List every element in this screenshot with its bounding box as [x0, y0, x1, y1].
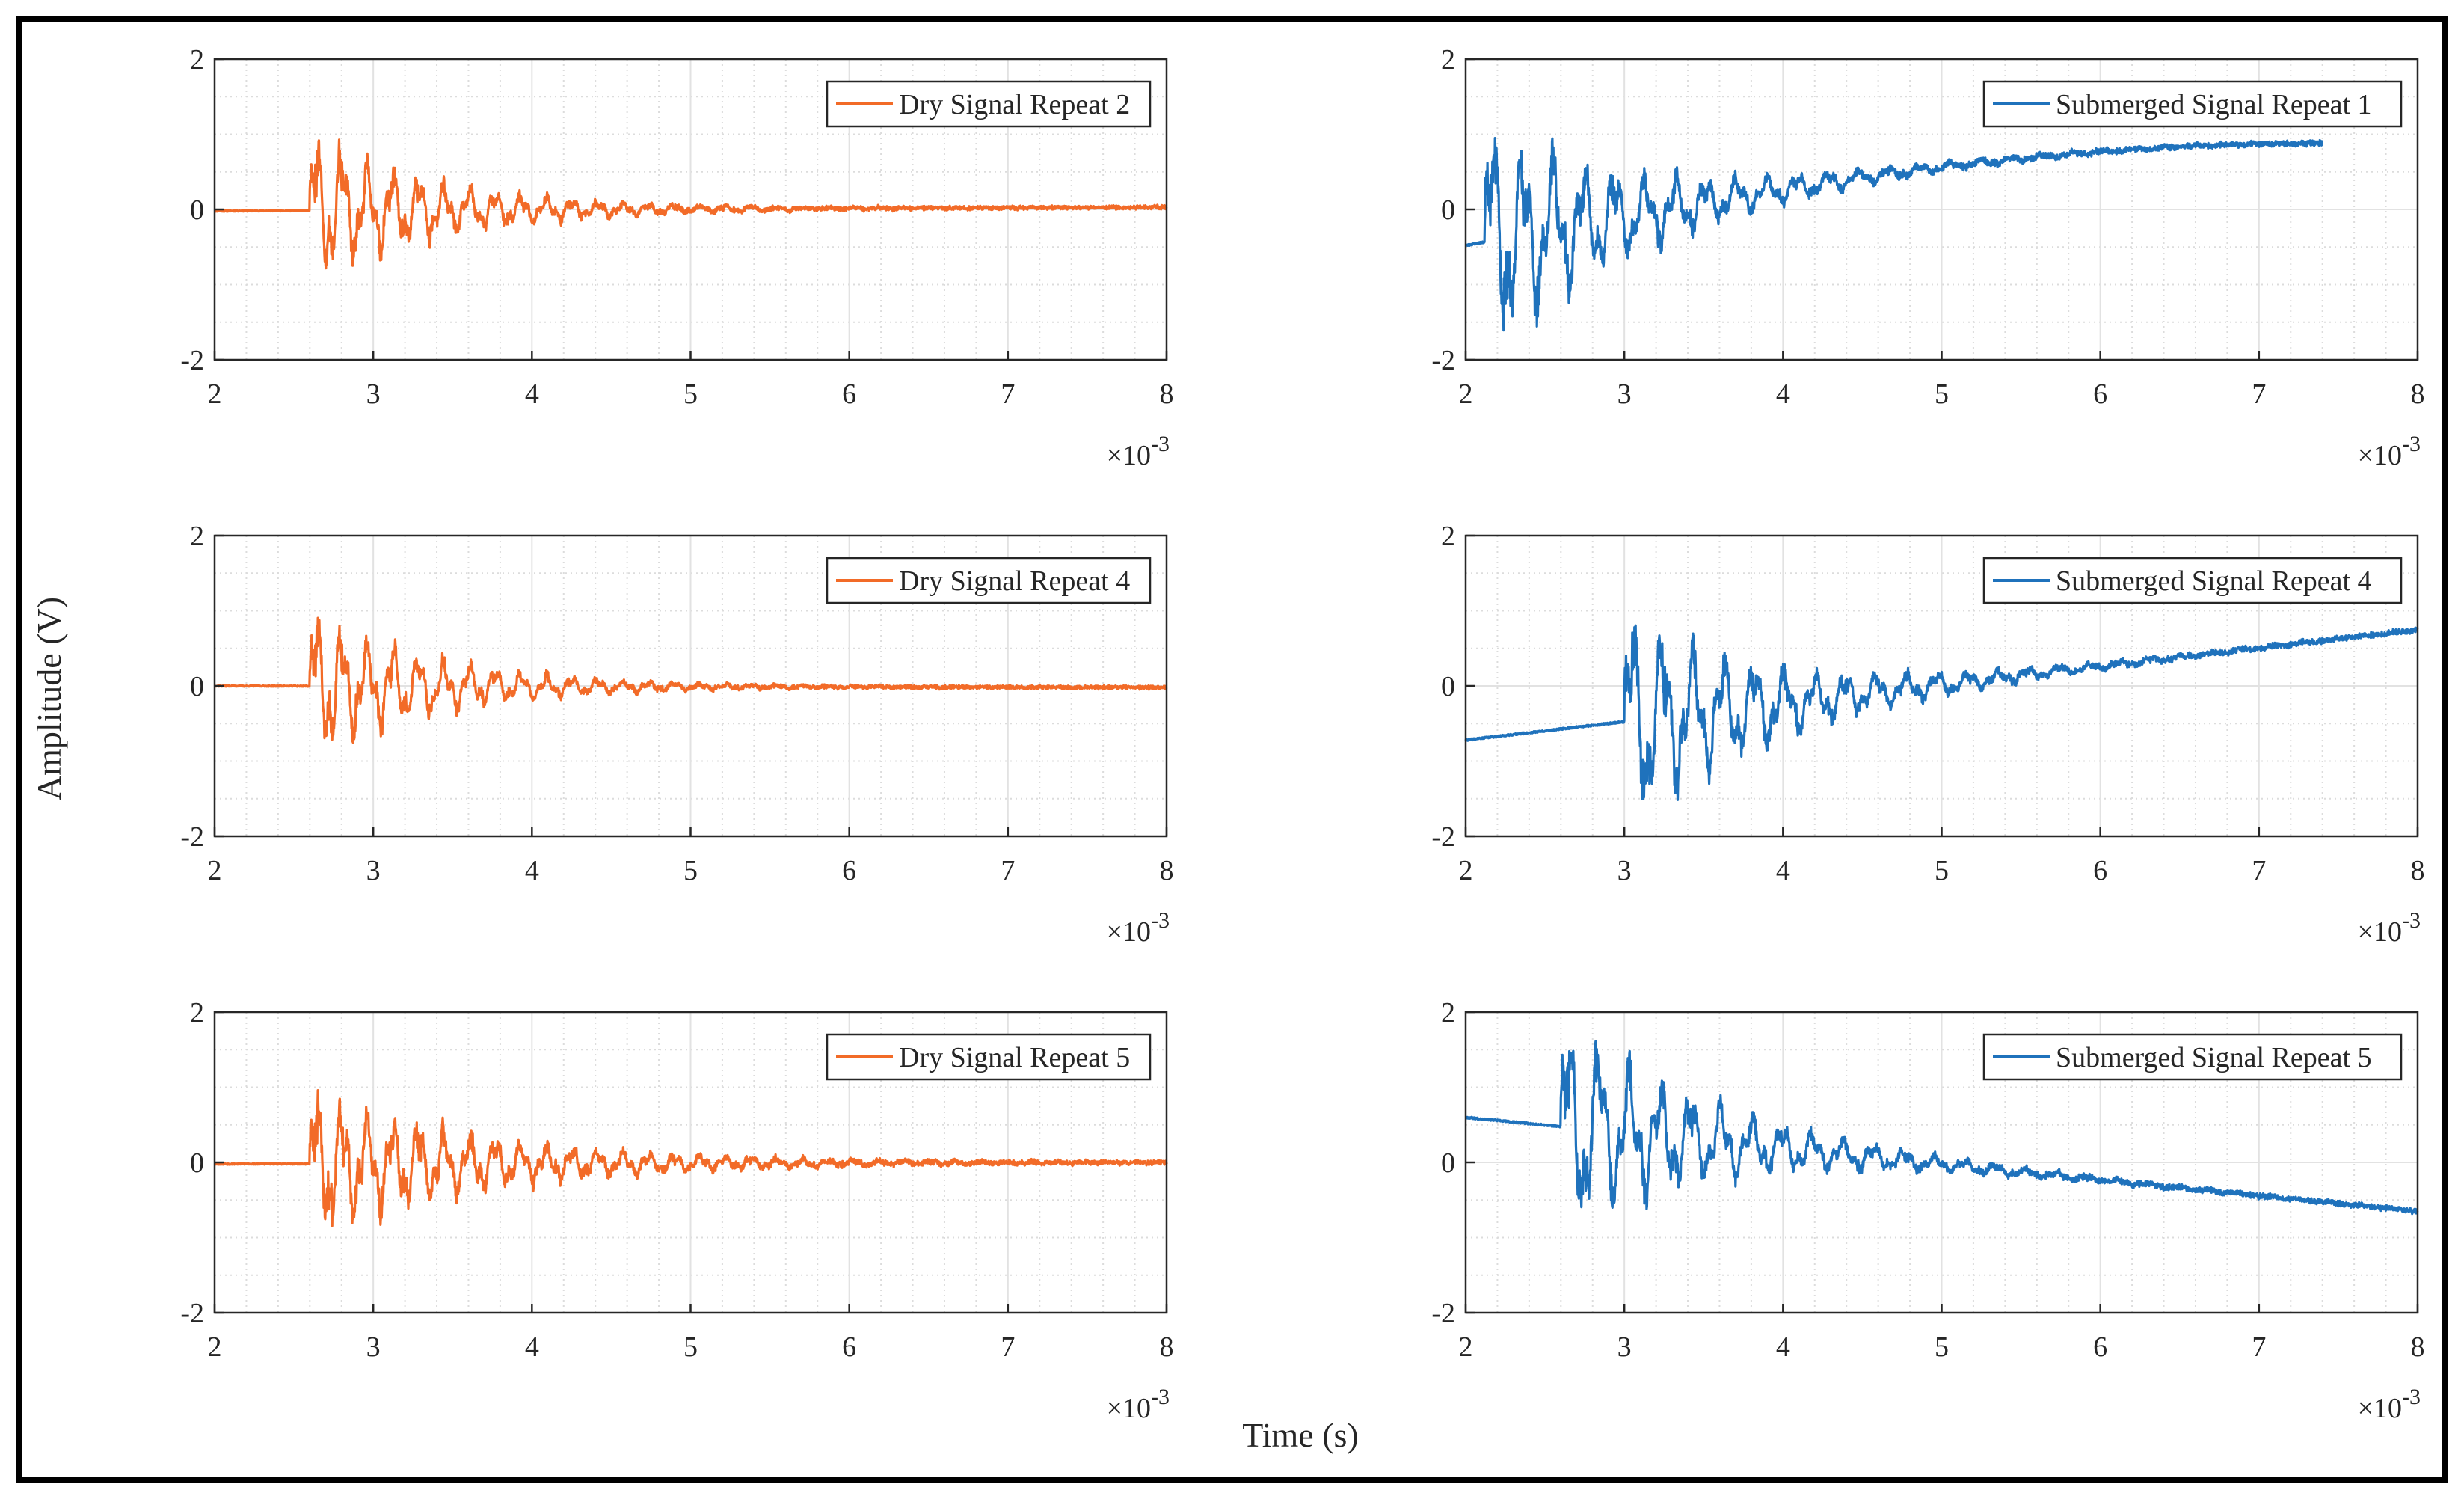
y-tick-label: 0: [190, 671, 204, 702]
x-tick-label: 8: [1160, 378, 1174, 410]
figure-frame: Amplitude (V) Time (s) 2 3 4 5 6 7 8 2 0 -2 ×10-3 D…: [16, 16, 2448, 1483]
series-line: [213, 616, 1168, 744]
series-line: [213, 1088, 1168, 1227]
x-tick-label: 2: [1459, 378, 1473, 410]
x-tick-label: 3: [1617, 378, 1632, 410]
x-tick-label: 5: [1935, 855, 1949, 886]
y-tick-label: 0: [1441, 1147, 1455, 1179]
x-tick-label: 2: [208, 855, 222, 886]
x-tick-label: 6: [842, 855, 856, 886]
x-tick-label: 6: [2093, 378, 2107, 410]
y-axis-title: Amplitude (V): [30, 597, 68, 800]
legend-label: Dry Signal Repeat 2: [899, 89, 1130, 120]
y-tick-label: 2: [190, 44, 204, 76]
x-tick-label: 2: [208, 378, 222, 410]
legend-label: Submerged Signal Repeat 4: [2056, 565, 2372, 597]
x-tick-label: 8: [2411, 855, 2425, 886]
y-tick-label: 0: [1441, 671, 1455, 702]
subplot-1: 2 3 4 5 6 7 8 2 0 -2 ×10-3 Dry Signal Repeat 2: [180, 44, 1173, 471]
legend-label: Submerged Signal Repeat 1: [2056, 89, 2372, 120]
subplot-3: 2 3 4 5 6 7 8 2 0 -2 ×10-3 Dry Signal Repeat 4: [180, 521, 1173, 948]
series-line: [1464, 137, 2323, 332]
legend-box: [1982, 80, 2403, 128]
x-tick-label: 6: [842, 378, 856, 410]
x-tick-label: 8: [1160, 1331, 1174, 1363]
legend-box: [1982, 557, 2403, 604]
legend-label: Submerged Signal Repeat 5: [2056, 1042, 2372, 1073]
x-exponent-label: ×10-3: [1107, 432, 1170, 471]
x-tick-label: 7: [1001, 1331, 1015, 1363]
subplot-grid: 2 3 4 5 6 7 8 2 0 -2 ×10-3 Dry Signal Repeat 2 2 3 4 5 6…: [180, 44, 2424, 1424]
y-tick-label: -2: [180, 821, 204, 853]
legend: Dry Signal Repeat 5: [826, 1033, 1152, 1081]
y-tick-label: 2: [1441, 521, 1455, 552]
x-exponent-label: ×10-3: [1107, 908, 1170, 948]
x-tick-label: 3: [366, 378, 381, 410]
subplot-2: 2 3 4 5 6 7 8 2 0 -2 ×10-3 Submerged Signal Repeat …: [1431, 44, 2424, 471]
x-exponent-label: ×10-3: [2358, 1385, 2421, 1424]
series-line: [1464, 1040, 2419, 1216]
series-line: [1464, 624, 2419, 801]
figure-canvas: Amplitude (V) Time (s) 2 3 4 5 6 7 8 2 0 -2 ×10-3 D…: [30, 44, 2425, 1454]
legend: Dry Signal Repeat 4: [826, 557, 1152, 604]
y-tick-label: 0: [190, 194, 204, 226]
x-tick-label: 7: [2252, 855, 2266, 886]
x-tick-label: 4: [525, 378, 539, 410]
x-tick-label: 3: [1617, 1331, 1632, 1363]
legend-box: [1982, 1033, 2403, 1081]
x-tick-label: 4: [1776, 378, 1790, 410]
x-tick-label: 8: [2411, 378, 2425, 410]
x-tick-label: 7: [1001, 378, 1015, 410]
x-tick-label: 2: [208, 1331, 222, 1363]
x-tick-label: 5: [683, 1331, 698, 1363]
x-tick-label: 3: [366, 1331, 381, 1363]
legend-label: Dry Signal Repeat 4: [899, 565, 1130, 597]
legend: Submerged Signal Repeat 5: [1982, 1033, 2403, 1081]
x-tick-label: 4: [525, 1331, 539, 1363]
legend: Dry Signal Repeat 2: [826, 80, 1152, 128]
y-tick-label: 2: [190, 521, 204, 552]
x-tick-label: 4: [1776, 1331, 1790, 1363]
x-tick-label: 7: [2252, 378, 2266, 410]
x-tick-label: 6: [842, 1331, 856, 1363]
y-tick-label: 2: [190, 997, 204, 1029]
subplot-5: 2 3 4 5 6 7 8 2 0 -2 ×10-3 Dry Signal Repeat 5: [180, 997, 1173, 1424]
x-axis-title: Time (s): [1242, 1416, 1359, 1454]
x-tick-label: 3: [366, 855, 381, 886]
x-tick-label: 7: [1001, 855, 1015, 886]
legend: Submerged Signal Repeat 4: [1982, 557, 2403, 604]
y-tick-label: 0: [190, 1147, 204, 1179]
x-tick-label: 5: [683, 378, 698, 410]
x-tick-label: 8: [2411, 1331, 2425, 1363]
subplot-4: 2 3 4 5 6 7 8 2 0 -2 ×10-3 Submerged Signal Repeat …: [1431, 521, 2424, 948]
y-tick-label: -2: [1431, 345, 1455, 376]
y-tick-label: 2: [1441, 44, 1455, 76]
y-tick-label: 2: [1441, 997, 1455, 1029]
x-tick-label: 5: [1935, 1331, 1949, 1363]
x-tick-label: 4: [1776, 855, 1790, 886]
x-tick-label: 5: [1935, 378, 1949, 410]
series-line: [213, 138, 1168, 270]
y-tick-label: -2: [1431, 1298, 1455, 1329]
x-exponent-label: ×10-3: [2358, 908, 2421, 948]
x-tick-label: 6: [2093, 855, 2107, 886]
y-tick-label: -2: [1431, 821, 1455, 853]
x-tick-label: 8: [1160, 855, 1174, 886]
x-tick-label: 2: [1459, 1331, 1473, 1363]
x-tick-label: 4: [525, 855, 539, 886]
x-exponent-label: ×10-3: [1107, 1385, 1170, 1424]
x-tick-label: 2: [1459, 855, 1473, 886]
y-tick-label: 0: [1441, 194, 1455, 226]
x-tick-label: 5: [683, 855, 698, 886]
y-tick-label: -2: [180, 1298, 204, 1329]
x-tick-label: 7: [2252, 1331, 2266, 1363]
y-tick-label: -2: [180, 345, 204, 376]
x-tick-label: 6: [2093, 1331, 2107, 1363]
subplot-6: 2 3 4 5 6 7 8 2 0 -2 ×10-3 Submerged Signal Repeat …: [1431, 997, 2424, 1424]
legend-label: Dry Signal Repeat 5: [899, 1042, 1130, 1073]
legend: Submerged Signal Repeat 1: [1982, 80, 2403, 128]
x-exponent-label: ×10-3: [2358, 432, 2421, 471]
x-tick-label: 3: [1617, 855, 1632, 886]
